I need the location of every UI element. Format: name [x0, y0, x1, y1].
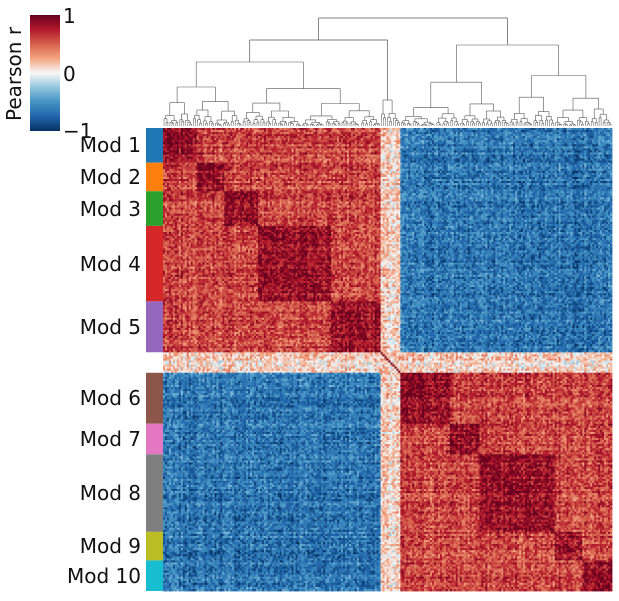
column-dendrogram: [164, 18, 611, 126]
module-color-mod-5: [146, 301, 163, 352]
module-color-mod-3: [146, 191, 163, 226]
module-color-unassigned: [146, 352, 163, 372]
module-color-mod-1: [146, 128, 163, 163]
module-color-mod-10: [146, 560, 163, 591]
module-color-mod-4: [146, 226, 163, 301]
colorbar: [30, 15, 60, 131]
module-color-mod-2: [146, 163, 163, 192]
module-color-mod-7: [146, 424, 163, 455]
module-color-mod-6: [146, 373, 163, 424]
module-color-mod-9: [146, 532, 163, 561]
clustermap-svg: [0, 0, 619, 597]
clustermap-figure: Pearson r 1 0 −1 Mod 1Mod 2Mod 3Mod 4Mod…: [0, 0, 619, 597]
correlation-heatmap: [163, 128, 612, 591]
module-color-bar: [146, 128, 163, 591]
module-color-mod-8: [146, 454, 163, 532]
